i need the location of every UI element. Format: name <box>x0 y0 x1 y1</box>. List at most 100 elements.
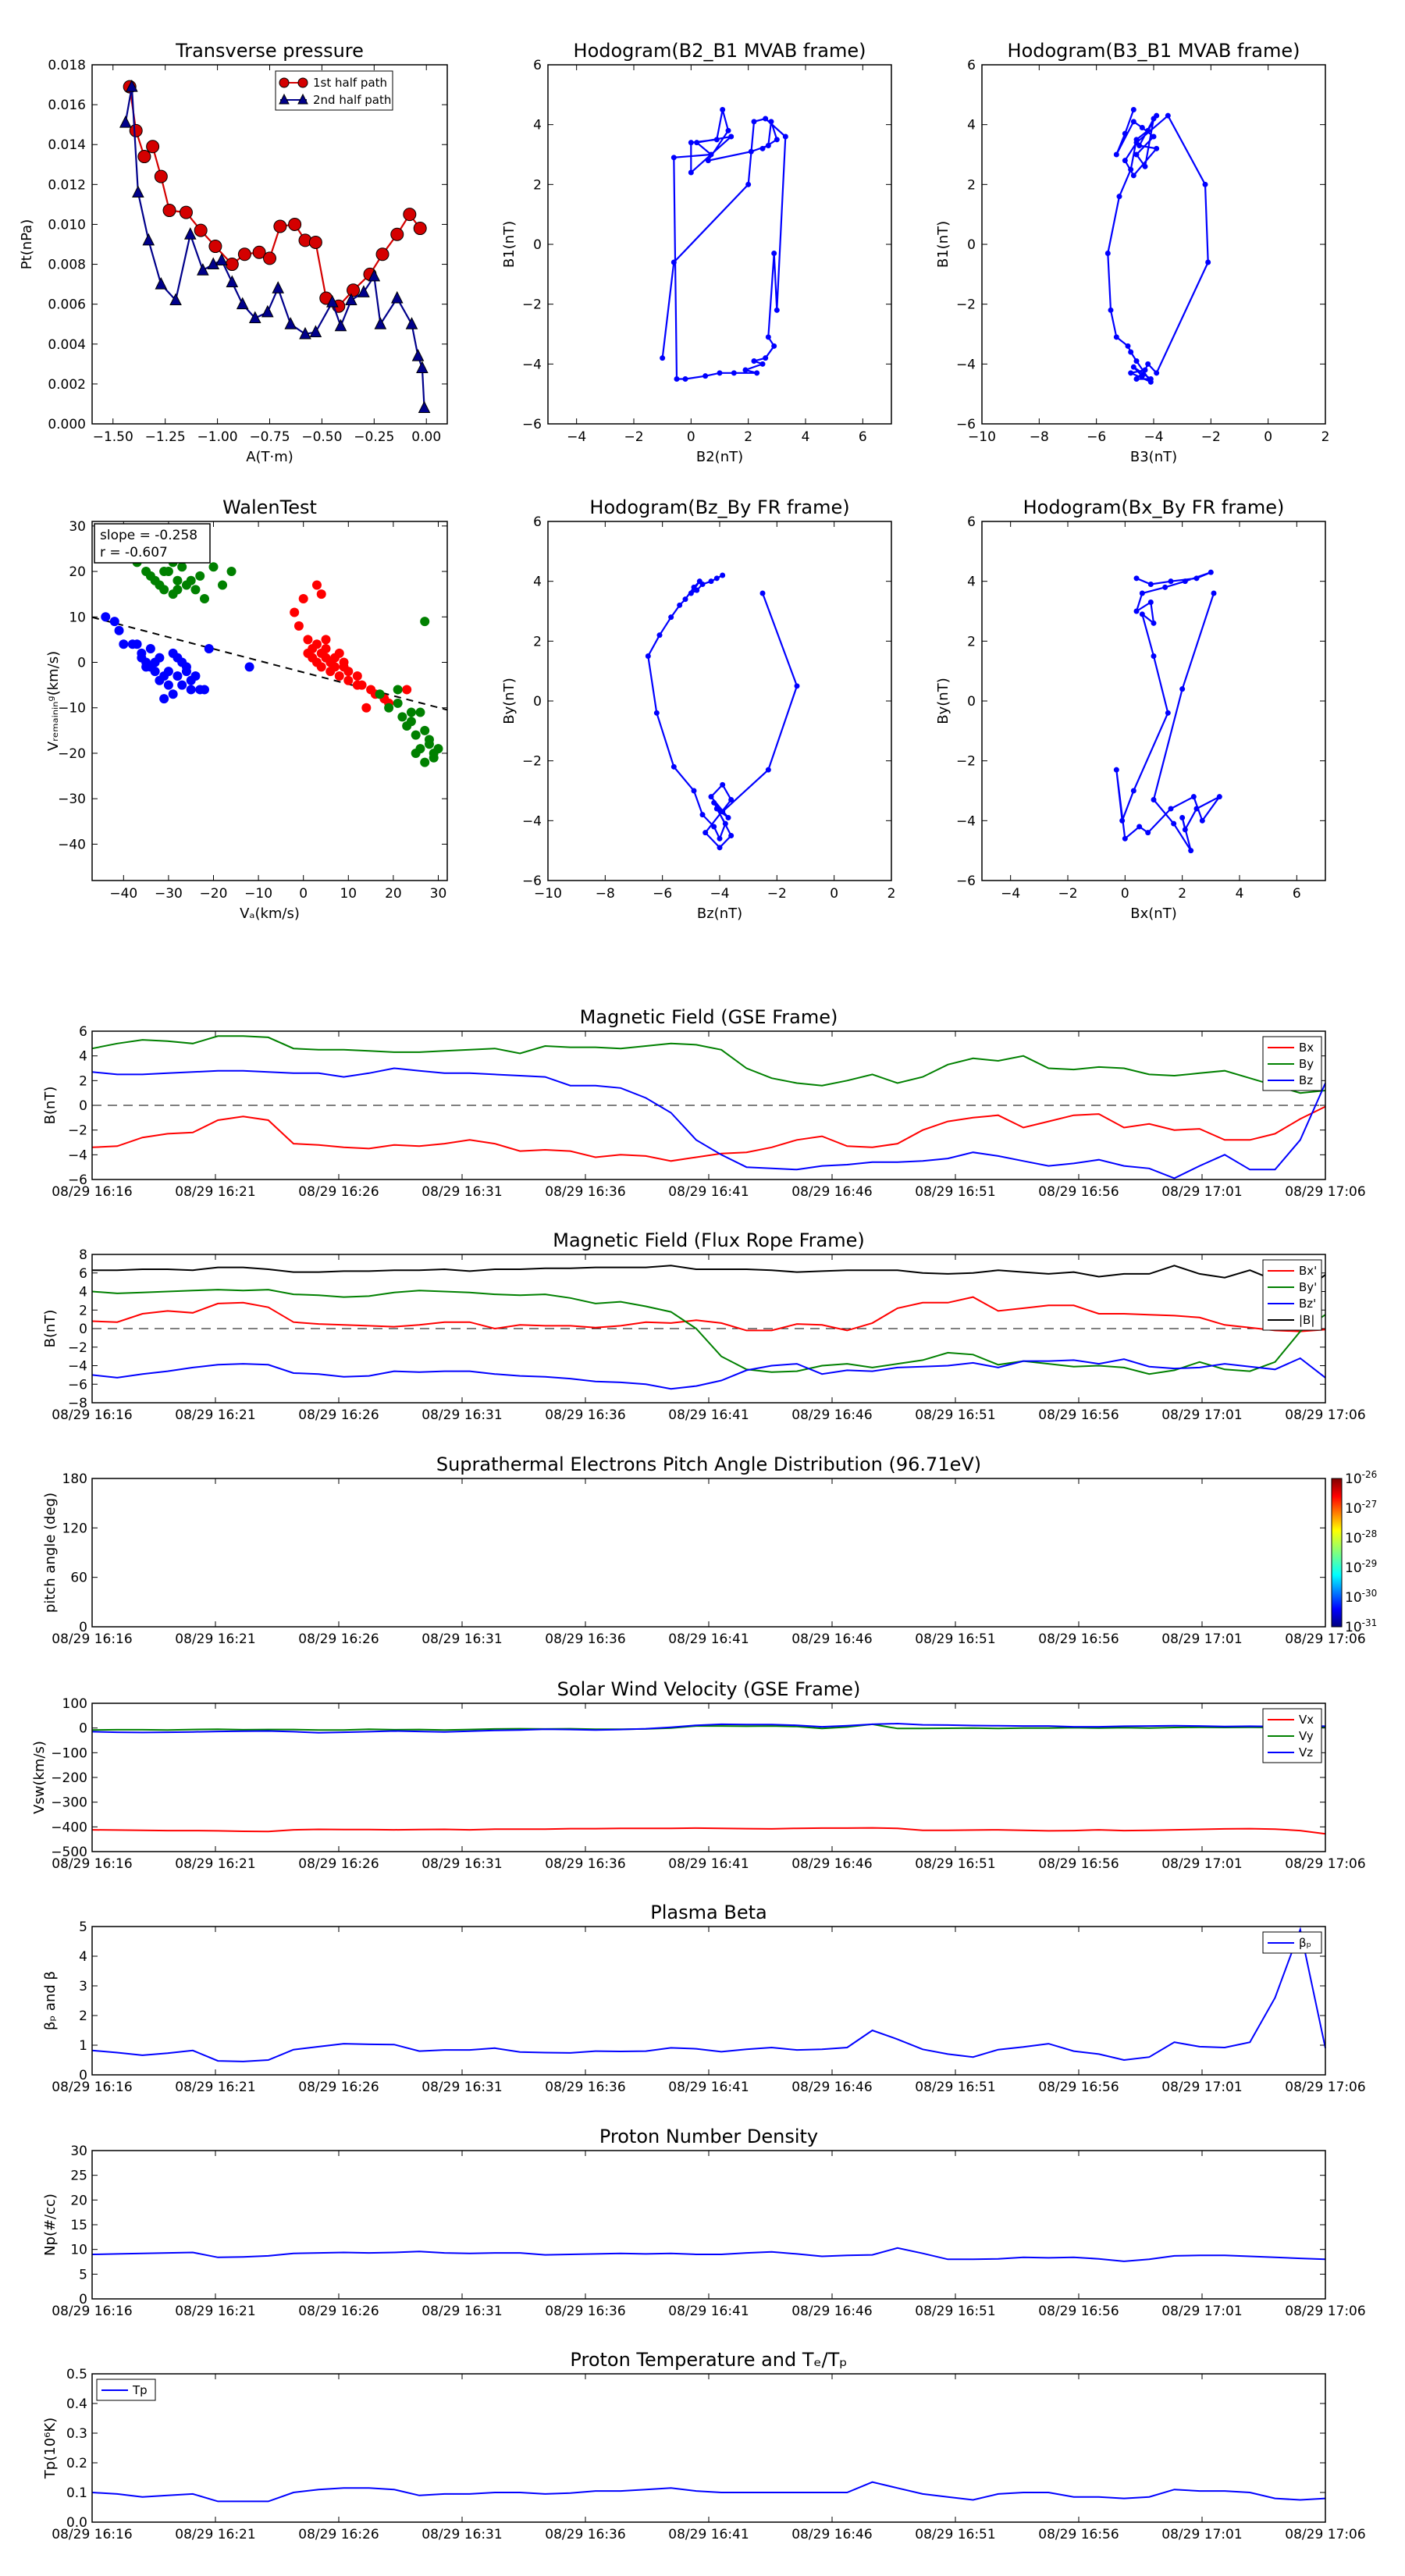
data-point <box>1202 181 1208 187</box>
x-tick-label: 4 <box>1236 886 1244 902</box>
time-tick-label: 08/29 16:31 <box>422 1856 502 1872</box>
data-point-green <box>177 562 187 572</box>
y-tick-label: 0.002 <box>48 377 86 393</box>
data-point-red <box>298 593 308 603</box>
data-point <box>688 169 694 176</box>
time-tick-label: 08/29 16:21 <box>175 2527 255 2542</box>
time-tick-label: 08/29 17:01 <box>1161 2527 1242 2542</box>
y-tick-label: 0 <box>967 237 976 253</box>
y-tick-label: −10 <box>58 701 86 717</box>
data-point <box>1145 830 1151 836</box>
y-tick-label: 6 <box>967 514 976 530</box>
colorbar-base: 10 <box>1345 1501 1362 1517</box>
legend-label: 1st half path <box>313 76 387 90</box>
annotation-box <box>94 523 211 564</box>
data-point <box>708 794 714 800</box>
time-tick-label: 08/29 16:36 <box>545 1631 625 1647</box>
y-tick-label: −400 <box>51 1820 87 1835</box>
data-point <box>728 833 735 838</box>
colorbar-exponent: -28 <box>1362 1528 1378 1539</box>
series-line-Bz <box>91 1067 1326 1179</box>
x-axis-label: Vₐ(km/s) <box>240 906 300 922</box>
colorbar-base: 10 <box>1345 1471 1362 1487</box>
colorbar-tick-label: 10-27 <box>1345 1499 1377 1517</box>
time-tick-label: 08/29 17:01 <box>1161 2304 1242 2319</box>
data-point <box>129 123 143 137</box>
data-point-green <box>159 585 169 595</box>
annotation-slope: slope = -0.258 <box>100 528 197 543</box>
data-point <box>713 575 720 582</box>
data-point-red <box>321 635 331 645</box>
data-point <box>272 281 285 294</box>
series-line-βp <box>91 1927 1326 2062</box>
data-point <box>645 653 651 659</box>
data-point-blue <box>163 680 173 690</box>
data-point <box>1104 251 1111 256</box>
data-point <box>126 79 138 92</box>
y-tick-label: 15 <box>70 2218 87 2233</box>
x-axis-label: B2(nT) <box>696 449 743 465</box>
data-point-red <box>316 589 326 600</box>
data-point <box>751 358 757 364</box>
series-line-Tp <box>91 2481 1326 2503</box>
y-tick-label: 2 <box>79 1073 87 1089</box>
time-tick-label: 08/29 16:21 <box>175 2080 255 2095</box>
y-tick-label: −40 <box>58 837 86 852</box>
data-point <box>1211 590 1217 596</box>
y-tick-label: 2 <box>967 177 976 193</box>
data-point-green <box>186 575 196 585</box>
data-point <box>347 283 361 297</box>
y-tick-label: 0.018 <box>48 58 86 73</box>
data-point <box>1122 130 1128 137</box>
axes-frame <box>91 1030 1326 1180</box>
time-tick-label: 08/29 16:51 <box>915 1407 995 1423</box>
time-tick-label: 08/29 16:31 <box>422 1631 502 1647</box>
x-tick-label: −4 <box>1144 429 1163 445</box>
data-point-green <box>375 689 385 699</box>
y-tick-label: 0.004 <box>48 337 86 353</box>
panel-pad: Suprathermal Electrons Pitch Angle Distr… <box>42 1453 1377 1647</box>
data-point <box>390 290 404 304</box>
data-point <box>374 317 387 329</box>
data-point <box>728 133 735 140</box>
y-tick-label: −4 <box>522 357 542 372</box>
y-tick-label: 4 <box>79 1949 87 1965</box>
y-tick-label: −6 <box>522 417 542 432</box>
y-tick-label: 100 <box>62 1696 87 1712</box>
y-tick-label: 8 <box>79 1247 87 1263</box>
data-point <box>309 325 322 337</box>
y-tick-label: 0.008 <box>48 258 86 273</box>
data-point <box>1128 370 1134 376</box>
colorbar-tick-label: 10-29 <box>1345 1558 1377 1576</box>
data-point-blue <box>181 667 191 677</box>
panel-title: Magnetic Field (Flux Rope Frame) <box>553 1229 864 1251</box>
x-axis-label: Bx(nT) <box>1130 906 1176 922</box>
y-axis-label: Vᵣₑₘₐᵢₙᵢₙᵍ(km/s) <box>45 651 62 751</box>
data-point-red <box>334 648 344 658</box>
colorbar-tick-label: 10-30 <box>1345 1588 1377 1606</box>
data-point <box>1168 806 1174 812</box>
data-point <box>782 133 788 140</box>
data-point <box>345 293 357 306</box>
y-tick-label: 0.3 <box>66 2426 87 2442</box>
legend-label: βₚ <box>1299 1936 1311 1950</box>
y-tick-label: −100 <box>51 1745 87 1761</box>
series-line-Vx <box>91 1827 1326 1835</box>
panel-h1: Hodogram(B2_B1 MVAB frame) −4 −2 0 2 4 6 −6 −4 −2… <box>501 40 892 465</box>
data-point-green <box>397 712 407 722</box>
data-point <box>1128 349 1134 355</box>
y-tick-label: 0 <box>77 656 86 671</box>
data-point <box>1199 817 1205 824</box>
y-tick-label: 0 <box>79 2292 87 2307</box>
data-point <box>1122 835 1128 841</box>
x-tick-label: −4 <box>1001 886 1020 902</box>
data-point-green <box>173 585 183 595</box>
y-tick-label: 0.010 <box>48 217 86 233</box>
time-tick-label: 08/29 16:26 <box>298 1631 379 1647</box>
time-tick-label: 08/29 16:46 <box>791 1631 872 1647</box>
data-point <box>725 127 731 133</box>
series-line-Vz <box>91 1722 1326 1734</box>
axes-frame <box>91 64 448 425</box>
data-point <box>1130 788 1136 794</box>
